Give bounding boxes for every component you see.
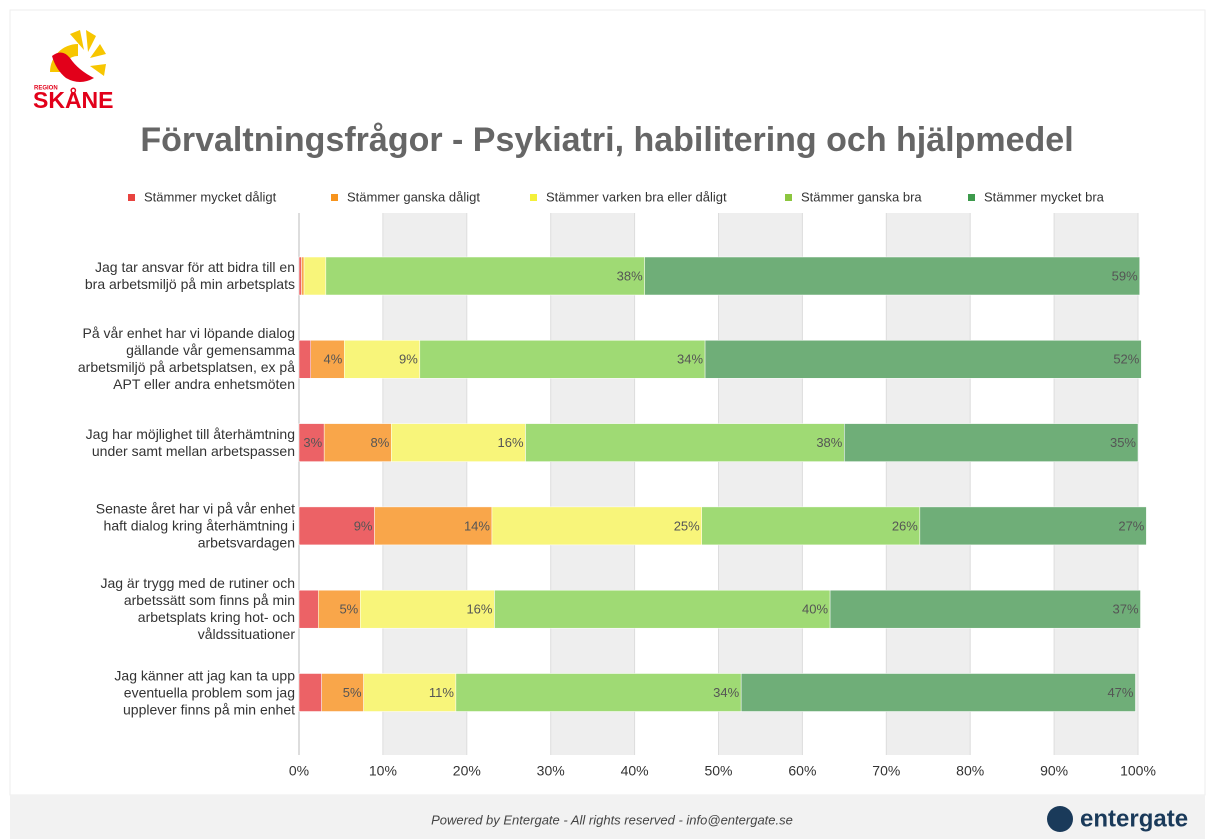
grid [298,213,1139,755]
data-label: 9% [399,352,418,367]
chart-title: Förvaltningsfrågor - Psykiatri, habilite… [140,121,1073,159]
logo-mark [50,30,106,82]
logo-name: SKÅNE [33,86,114,113]
legend-label: Stämmer varken bra eller dåligt [546,189,727,204]
bar-segment [318,589,361,629]
x-tick-label: 60% [788,763,816,779]
data-label: 9% [354,518,373,533]
x-tick-label: 90% [1040,763,1068,779]
footer-bar [10,795,1205,839]
grid-band [550,213,635,755]
data-label: 38% [617,268,643,283]
legend-swatch [331,194,338,201]
data-label: 8% [370,435,389,450]
category-label: Senaste året har vi på vår enhet haft di… [95,500,295,551]
x-tick-label: 30% [537,763,565,779]
bar-segment [303,256,327,296]
x-tick-label: 0% [289,763,309,779]
data-label: 26% [892,518,918,533]
x-tick-label: 50% [704,763,732,779]
bar-segment [363,673,457,712]
data-label: 40% [802,602,828,617]
bar-segment [455,673,742,712]
bar-segment [419,340,706,379]
x-tick-label: 20% [453,763,481,779]
bar-segment [298,423,325,462]
data-label: 25% [674,518,700,533]
legend-swatch [530,194,537,201]
category-label: På vår enhet har vi löpande dialog gälla… [77,325,295,393]
data-label: 37% [1112,602,1138,617]
category-label: Jag tar ansvar för att bidra till en bra… [84,259,295,292]
data-label: 38% [816,435,842,450]
data-label: 14% [464,518,490,533]
bar-segment [298,589,319,629]
data-label: 34% [713,685,739,700]
bar-segment [359,589,495,629]
bar-segment [344,340,421,379]
data-label: 11% [429,685,454,700]
x-tick-label: 10% [369,763,397,779]
bar-segment [298,506,375,546]
bar-segment [704,340,1142,379]
data-label: 34% [677,352,703,367]
legend-label: Stämmer ganska dåligt [347,189,480,204]
bar-segment [491,506,702,546]
legend-swatch [128,194,135,201]
bar-segment [701,506,921,546]
data-label: 52% [1113,352,1139,367]
bar-segment [310,340,345,379]
data-label: 47% [1107,685,1133,700]
legend-label: Stämmer ganska bra [801,189,922,204]
legend-label: Stämmer mycket dåligt [144,189,277,204]
data-label: 16% [497,435,523,450]
bar-segment [321,673,364,712]
grid-band [1054,213,1138,755]
bar-segment [301,256,305,296]
bar-segment [525,423,845,462]
bar-segment [919,506,1147,546]
data-label: 3% [303,435,322,450]
data-label: 16% [466,602,492,617]
category-label: Jag har möjlighet till återhämtning unde… [85,425,295,459]
bar-segment [844,423,1139,462]
data-label: 59% [1112,268,1138,283]
bar-segment [325,256,645,296]
x-tick-label: 80% [956,763,984,779]
grid-band [382,213,467,755]
data-label: 4% [324,352,343,367]
bar-segment [298,256,302,296]
bar-segment [494,589,831,629]
x-tick-label: 70% [872,763,900,779]
bar-segment [298,673,322,712]
bar-segment [644,256,1140,296]
legend-swatch [968,194,975,201]
category-label: Jag är trygg med de rutiner och arbetssä… [100,575,295,643]
x-tick-label: 100% [1120,763,1156,779]
bar-segment [740,673,1136,712]
bar-segment [391,423,526,462]
bar-segment [829,589,1141,629]
brand-icon [1047,806,1073,832]
data-label: 35% [1110,435,1136,450]
grid-band [886,213,971,755]
legend-label: Stämmer mycket bra [984,189,1105,204]
x-tick-label: 40% [621,763,649,779]
category-label: Jag känner att jag kan ta upp eventuella… [114,667,295,717]
grid-band [718,213,803,755]
logo-region: REGION [34,86,58,92]
data-label: 5% [339,602,358,617]
footer-text: Powered by Entergate - All rights reserv… [431,812,793,827]
bar-segment [298,340,311,379]
data-label: 27% [1118,518,1144,533]
data-label: 5% [343,685,362,700]
footer-brand: entergate [1080,805,1188,832]
legend-swatch [785,194,792,201]
